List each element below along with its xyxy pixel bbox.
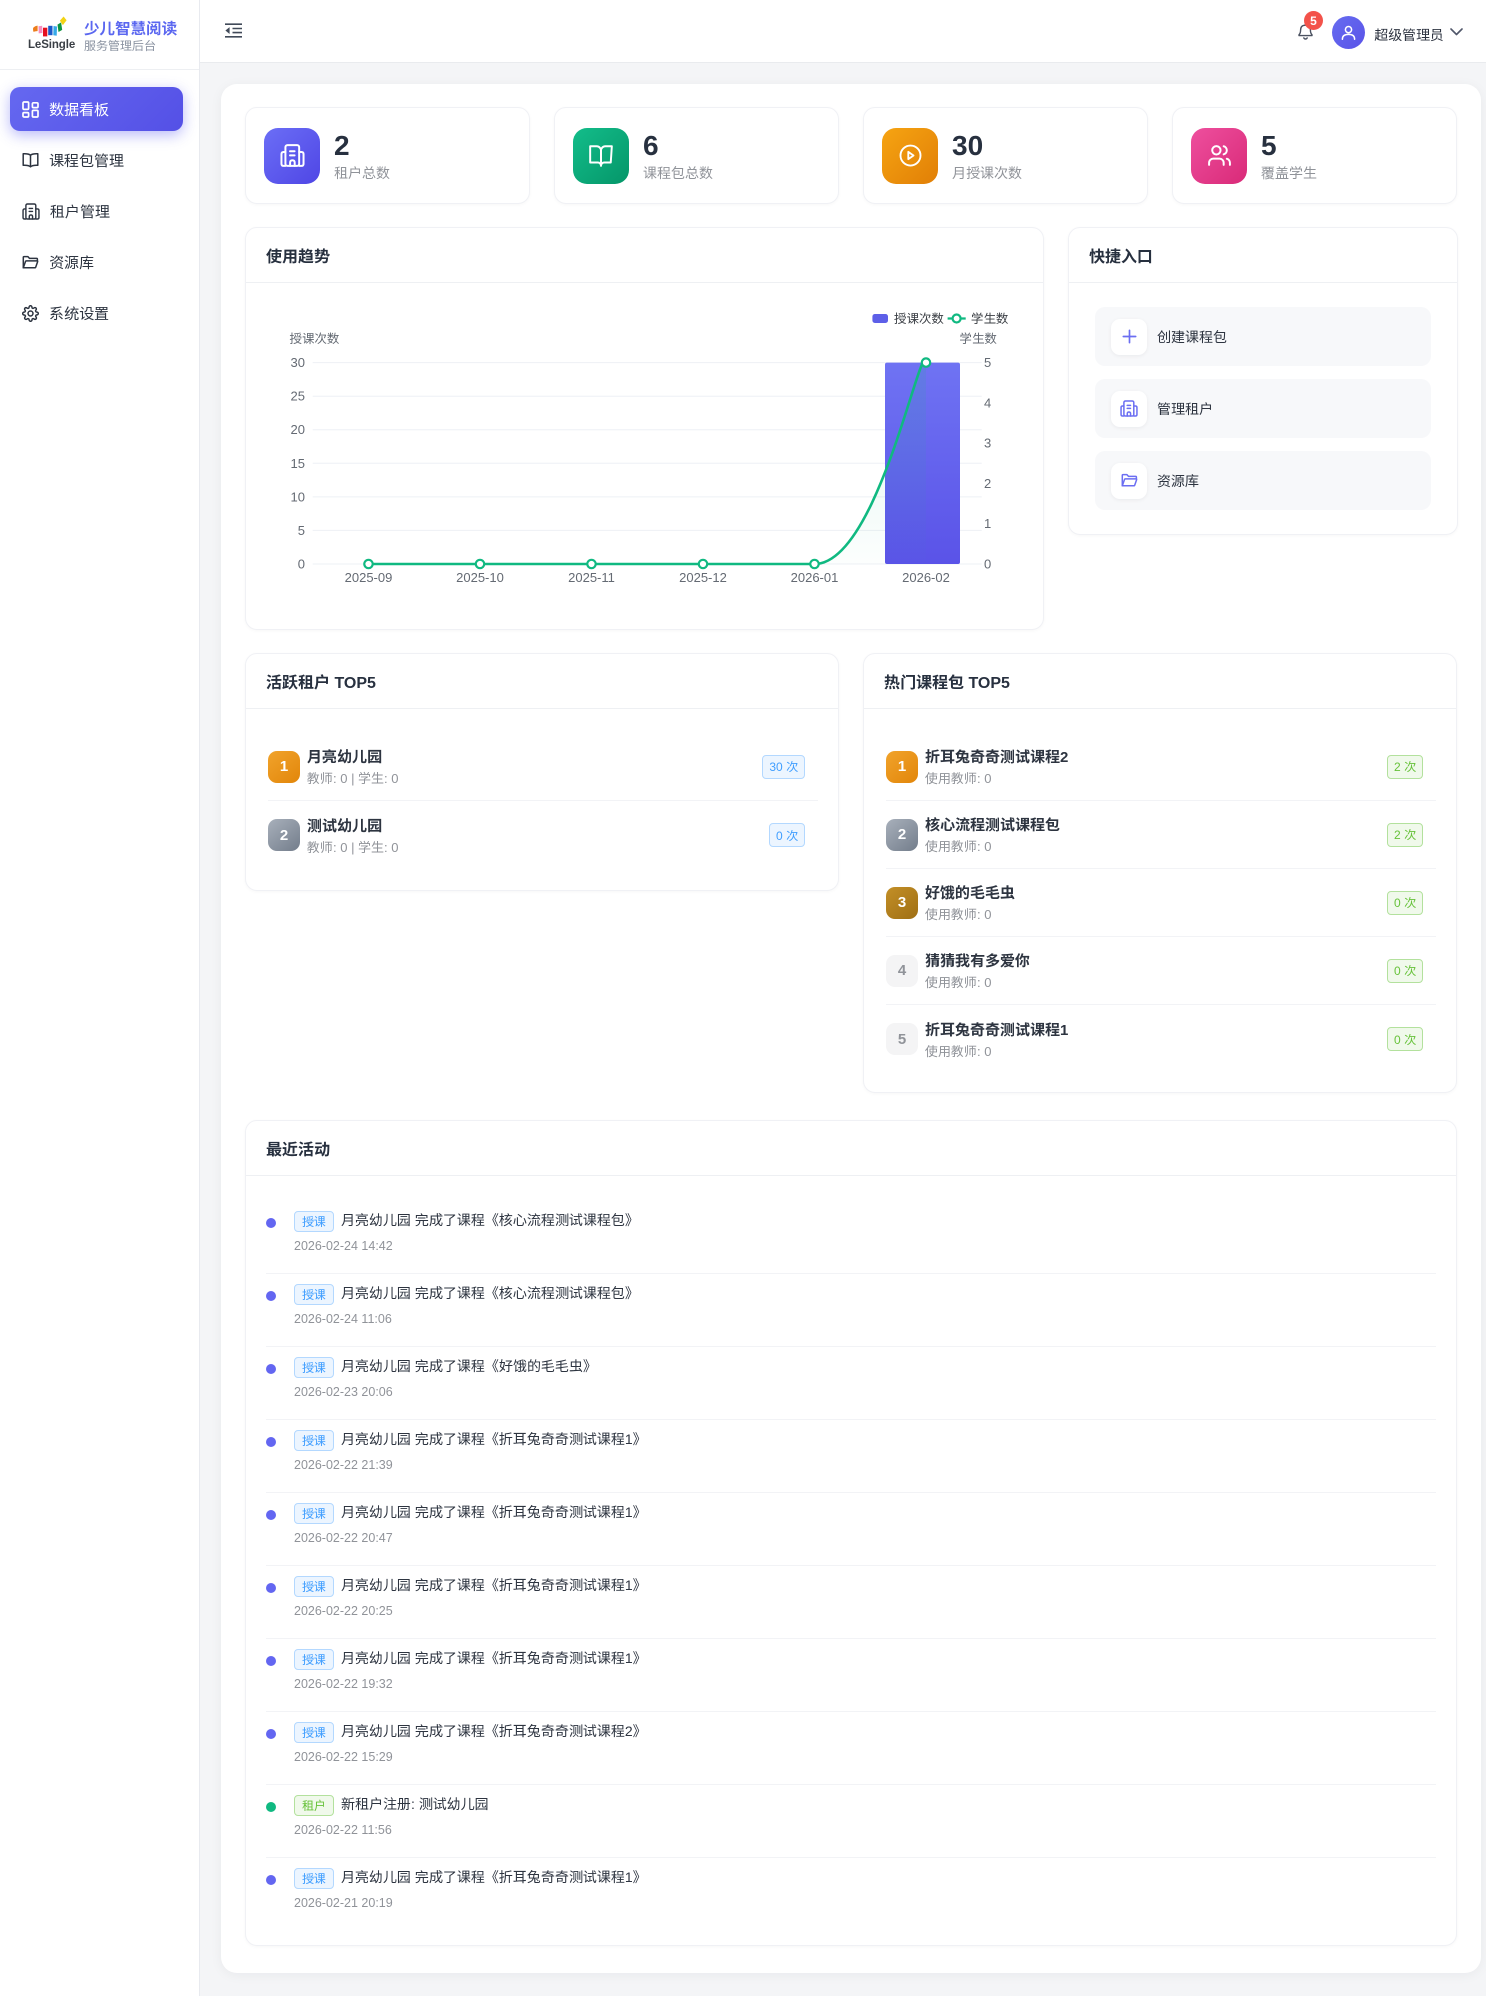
svg-text:0: 0 xyxy=(984,557,991,572)
svg-text:2026-02: 2026-02 xyxy=(902,570,950,585)
svg-text:3: 3 xyxy=(984,436,991,451)
svg-text:2025-09: 2025-09 xyxy=(345,570,393,585)
svg-text:10: 10 xyxy=(291,489,305,504)
svg-text:2026-01: 2026-01 xyxy=(791,570,839,585)
svg-text:30: 30 xyxy=(291,355,305,370)
svg-text:15: 15 xyxy=(291,456,305,471)
svg-text:5: 5 xyxy=(984,355,991,370)
svg-text:20: 20 xyxy=(291,422,305,437)
svg-text:2025-10: 2025-10 xyxy=(456,570,504,585)
svg-text:4: 4 xyxy=(984,395,991,410)
svg-text:2025-12: 2025-12 xyxy=(679,570,727,585)
svg-text:2: 2 xyxy=(984,476,991,491)
svg-text:5: 5 xyxy=(298,523,305,538)
svg-text:学生数: 学生数 xyxy=(971,311,1009,326)
svg-text:25: 25 xyxy=(291,389,305,404)
svg-text:授课次数: 授课次数 xyxy=(290,332,341,346)
svg-text:0: 0 xyxy=(298,557,305,572)
svg-text:1: 1 xyxy=(984,516,991,531)
svg-text:2025-11: 2025-11 xyxy=(568,570,615,585)
svg-text:学生数: 学生数 xyxy=(959,331,997,346)
svg-text:授课次数: 授课次数 xyxy=(894,312,945,326)
